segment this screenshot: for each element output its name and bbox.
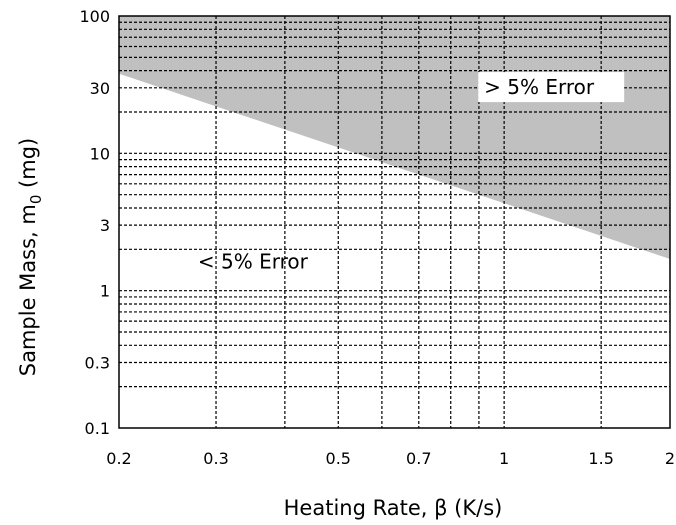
x-tick-label: 0.7	[406, 449, 431, 468]
x-tick-label: 0.5	[326, 449, 351, 468]
y-axis-label-unit-space	[16, 188, 40, 195]
y-tick-label: 0.3	[85, 353, 110, 372]
y-tick-label: 30	[90, 79, 110, 98]
region-layer	[119, 16, 670, 260]
x-axis-label: Heating Rate, β (K/s)	[284, 496, 503, 520]
error-region-above-5-percent	[119, 16, 670, 260]
y-tick-label: 0.1	[85, 419, 110, 438]
x-tick-label: 1.5	[588, 449, 613, 468]
error-label-below: < 5% Error	[198, 250, 309, 274]
error-label-box-above	[478, 72, 625, 103]
svg-text:Sample Mass, m0 (mg): Sample Mass, m0 (mg)	[16, 138, 45, 377]
x-tick-label: 0.2	[106, 449, 131, 468]
y-axis-label-subscript: 0	[27, 195, 45, 205]
error-label-above: > 5% Error	[484, 75, 595, 99]
x-tick-label: 0.3	[203, 449, 228, 468]
y-tick-label: 10	[90, 144, 110, 163]
y-axis-label-main: Sample Mass, m	[16, 204, 40, 376]
y-tick-label: 3	[100, 216, 110, 235]
x-tick-label: 1	[499, 449, 509, 468]
plot-frame	[118, 15, 671, 429]
tick-layer: 0.2 0.3 0.5 0.7 1 1.5 2 0.1 0.3 1 3 10 30 100	[79, 7, 675, 468]
grid-layer	[119, 16, 670, 428]
y-axis-label: Sample Mass, m0 (mg)	[16, 138, 45, 377]
y-axis-label-unit: (mg)	[16, 138, 40, 188]
x-tick-label: 2	[665, 449, 675, 468]
y-tick-label: 1	[100, 282, 110, 301]
annotation-layer: > 5% Error < 5% Error	[198, 72, 625, 274]
y-tick-label: 100	[79, 7, 110, 26]
